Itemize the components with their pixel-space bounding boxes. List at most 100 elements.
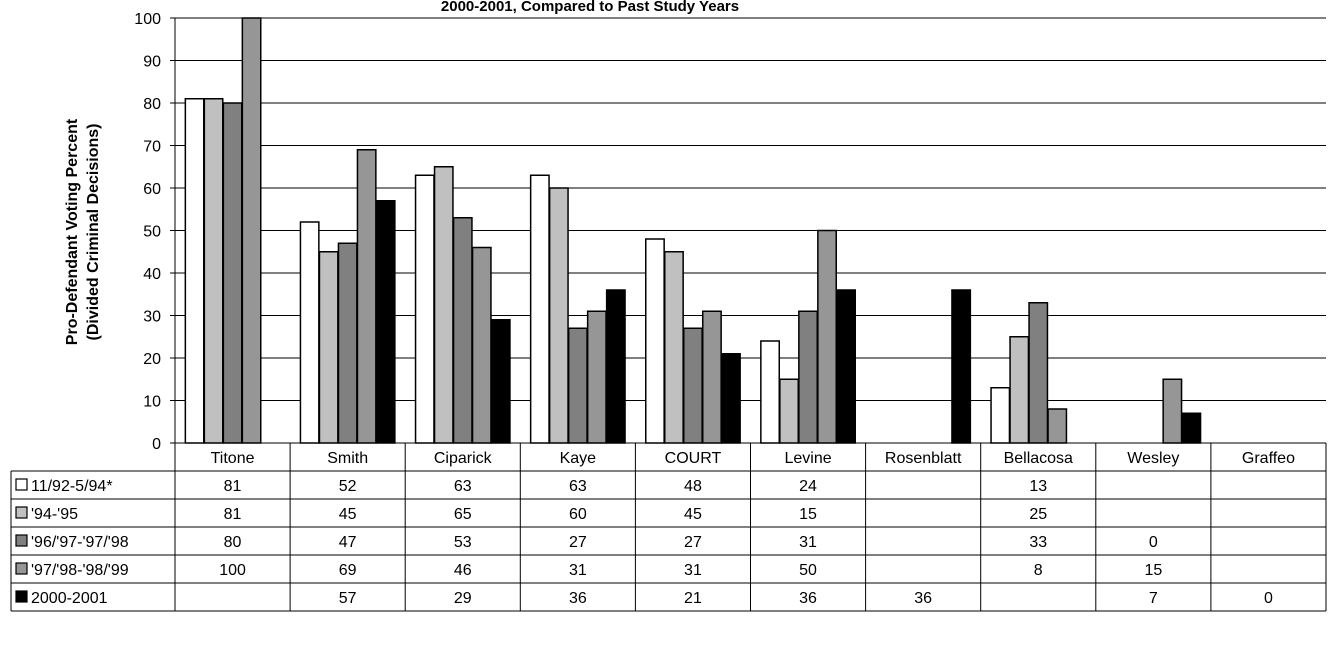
table-cell-value: 45 [684, 506, 702, 523]
table-cell-value: 63 [454, 478, 472, 495]
bar-ciparick-series-5 [490, 319, 511, 444]
x-category-label: Titone [211, 450, 255, 467]
table-cell-value: 65 [454, 506, 472, 523]
y-tick-label: 10 [143, 394, 161, 411]
bar-rosenblatt-series-5 [951, 289, 972, 444]
bar-ciparick-series-2 [433, 166, 454, 444]
axes: 0 10 20 30 40 50 60 70 80 90 100 [134, 11, 1326, 453]
bar-titone-series-1 [184, 98, 205, 444]
table-cell-value: 81 [224, 478, 242, 495]
table-cell-value: 25 [1029, 506, 1047, 523]
bar-wesley-series-5 [1181, 412, 1202, 444]
legend-label: '97/'98-'98/'99 [31, 562, 129, 579]
table-cell-value: 27 [569, 534, 587, 551]
bar-bellacosa-series-4 [1047, 408, 1068, 444]
table-cell-value: 53 [454, 534, 472, 551]
x-category-label: Bellacosa [1004, 450, 1073, 467]
bar-titone-series-2 [203, 98, 224, 444]
table-cell-value: 29 [454, 590, 472, 607]
x-category-label: Levine [784, 450, 831, 467]
bar-court-series-5 [721, 353, 741, 444]
bar-smith-series-4 [356, 149, 377, 444]
bar-levine-series-2 [779, 378, 799, 444]
table-cell-value: 36 [569, 590, 587, 607]
bar-kaye-series-3 [567, 327, 588, 444]
x-category-label: Ciparick [434, 450, 493, 467]
y-tick-label: 90 [143, 54, 161, 71]
table-cell-value: 27 [684, 534, 702, 551]
table-cell-value: 31 [799, 534, 817, 551]
y-tick-label: 60 [143, 181, 161, 198]
table-cell-value: 48 [684, 478, 702, 495]
table-cell-value: 81 [224, 506, 242, 523]
bar-court-series-2 [664, 251, 684, 444]
x-category-label: Wesley [1127, 450, 1179, 467]
table-cell-value: 52 [339, 478, 357, 495]
y-axis-label-line-1: Pro-Defendant Voting Percent [64, 118, 81, 345]
bar-levine-series-5 [836, 289, 856, 444]
legend-swatch [15, 478, 28, 491]
bar-kaye-series-2 [548, 187, 569, 444]
table-cell-value: 33 [1029, 534, 1047, 551]
table-cell-value: 80 [224, 534, 242, 551]
y-tick-label: 20 [143, 351, 161, 368]
x-category-label: Kaye [560, 450, 597, 467]
table-cell-value: 57 [339, 590, 357, 607]
bar-smith-series-5 [375, 200, 396, 444]
table-cell-value: 36 [914, 590, 932, 607]
bar-wesley-series-4 [1162, 378, 1183, 444]
table-cell-value: 8 [1034, 562, 1043, 579]
table-cell-value: 31 [684, 562, 702, 579]
bar-bellacosa-series-3 [1028, 302, 1049, 444]
y-tick-label: 80 [143, 96, 161, 113]
x-category-label: COURT [665, 450, 722, 467]
bar-ciparick-series-4 [471, 246, 492, 444]
y-tick-label: 0 [152, 436, 161, 453]
bars [184, 17, 1202, 444]
table-cell-value: 0 [1264, 590, 1273, 607]
bar-kaye-series-1 [529, 174, 550, 444]
table-cell-value: 15 [799, 506, 817, 523]
table-cell-value: 47 [339, 534, 357, 551]
table-cell-value: 31 [569, 562, 587, 579]
table-cell-value: 60 [569, 506, 587, 523]
table-cell-value: 21 [684, 590, 702, 607]
y-tick-label: 70 [143, 139, 161, 156]
bar-titone-series-3 [222, 102, 243, 444]
y-axis-label: Pro-Defendant Voting Percent (Divided Cr… [64, 118, 102, 345]
legend-swatch [15, 590, 28, 603]
y-tick-label: 50 [143, 224, 161, 241]
table-cell-value: 69 [339, 562, 357, 579]
legend-swatch [15, 562, 28, 575]
table-cell-value: 24 [799, 478, 817, 495]
bar-ciparick-series-3 [452, 217, 473, 444]
bar-titone-series-4 [241, 17, 262, 444]
table-cell-value: 7 [1149, 590, 1158, 607]
legend-swatch [15, 506, 28, 519]
legend-label: '94-'95 [31, 506, 78, 523]
table-cell-value: 46 [454, 562, 472, 579]
bar-kaye-series-4 [586, 310, 607, 444]
table-cell-value: 50 [799, 562, 817, 579]
y-tick-label: 100 [134, 11, 161, 28]
y-tick-label: 30 [143, 309, 161, 326]
bar-ciparick-series-1 [414, 174, 435, 444]
table-cell-value: 13 [1029, 478, 1047, 495]
bar-court-series-3 [683, 327, 703, 444]
bar-smith-series-2 [318, 251, 339, 444]
bar-bellacosa-series-2 [1009, 336, 1030, 444]
chart-title: 2000-2001, Compared to Past Study Years [441, 0, 739, 15]
bar-court-series-4 [702, 310, 722, 444]
y-tick-label: 40 [143, 266, 161, 283]
x-category-label: Graffeo [1242, 450, 1295, 467]
legend-label: '96/'97-'97/'98 [31, 534, 129, 551]
bar-smith-series-1 [299, 221, 320, 444]
data-table: Titone Smith Ciparick Kaye COURT Levine Rosenb… [10, 443, 1327, 612]
table-cell-value: 0 [1149, 534, 1158, 551]
x-category-label: Smith [327, 450, 368, 467]
bar-bellacosa-series-1 [990, 387, 1011, 444]
bar-court-series-1 [645, 238, 665, 444]
table-cell-value: 36 [799, 590, 817, 607]
table-cell-value: 100 [219, 562, 246, 579]
